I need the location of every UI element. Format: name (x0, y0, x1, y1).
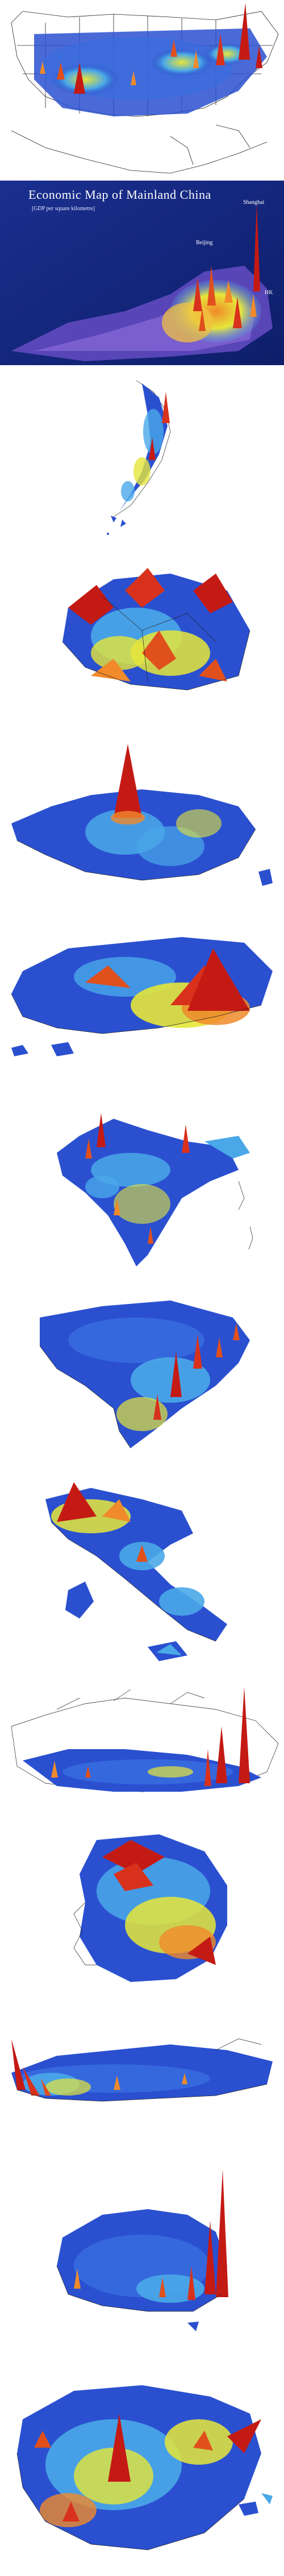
france-map-panel (0, 710, 284, 897)
italy-map (45, 1482, 227, 1661)
china-map-title: Economic Map of Mainland China (28, 187, 211, 202)
italy-map-panel (0, 1471, 284, 1664)
russia-map (11, 2038, 273, 2102)
brazil-map-panel (0, 1283, 284, 1460)
south-korea-map-panel (0, 1823, 284, 1993)
japan-map-panel (0, 369, 284, 540)
usa-map-panel (0, 0, 284, 176)
usa-map (11, 3, 279, 174)
city-label-shanghai: Shanghai (243, 199, 265, 206)
spain-map (16, 2385, 273, 2550)
canada-map-panel (0, 1675, 284, 1817)
china-map-panel: Economic Map of Mainland China [GDP per … (0, 181, 284, 365)
spain-map-panel (0, 2351, 284, 2576)
brazil-map (39, 1300, 250, 1449)
canada-map (11, 1687, 279, 1792)
china-map (0, 181, 284, 365)
india-map (57, 1113, 253, 1266)
city-label-hk: HK (265, 290, 273, 296)
south-korea-map (73, 1834, 227, 1982)
france-map (11, 744, 273, 886)
australia-map-panel (0, 2152, 284, 2340)
australia-map (56, 2169, 228, 2331)
germany-map-panel (0, 545, 284, 704)
uk-map (11, 937, 273, 1056)
city-label-beijing: Beijing (196, 240, 213, 246)
uk-map-panel (0, 909, 284, 1079)
germany-map (62, 568, 250, 691)
china-map-subtitle: [GDP per square kilometre] (32, 206, 95, 212)
japan-map (107, 380, 171, 535)
india-map-panel (0, 1090, 284, 1272)
russia-map-panel (0, 2005, 284, 2141)
